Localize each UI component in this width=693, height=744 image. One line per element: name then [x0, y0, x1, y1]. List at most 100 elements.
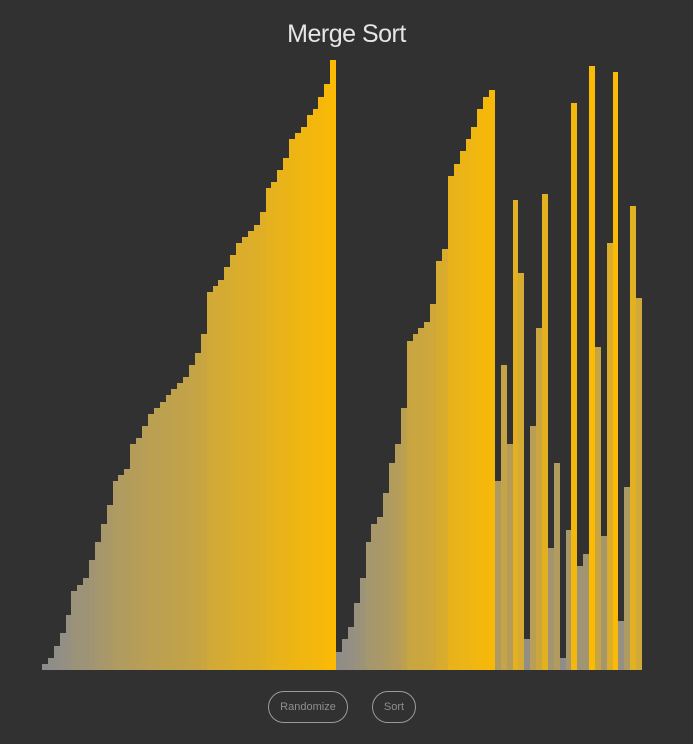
array-bar — [506, 444, 513, 670]
array-bar — [147, 414, 154, 670]
array-bar — [459, 151, 466, 670]
array-bar — [412, 334, 419, 670]
array-bar — [365, 542, 372, 670]
array-bar — [300, 127, 307, 670]
randomize-button[interactable]: Randomize — [268, 691, 348, 723]
array-bar — [83, 578, 90, 670]
array-bar — [442, 249, 448, 670]
array-bar — [600, 536, 607, 670]
array-bar — [130, 444, 137, 670]
array-bar — [583, 554, 590, 670]
array-bar — [118, 475, 125, 670]
array-bar — [306, 115, 313, 670]
array-bar — [618, 621, 625, 670]
array-bar — [71, 591, 78, 670]
array-bar — [612, 72, 619, 670]
array-bar — [359, 578, 366, 670]
array-bar — [259, 212, 266, 670]
array-bar — [271, 182, 278, 670]
array-bar — [330, 60, 337, 670]
array-bar — [553, 463, 560, 670]
array-bar — [218, 280, 225, 670]
array-bar — [247, 231, 254, 670]
array-bar — [536, 328, 542, 670]
array-bar — [577, 566, 584, 670]
array-bar — [389, 463, 395, 670]
array-bar — [312, 109, 319, 670]
array-bar — [371, 524, 378, 670]
array-bar — [418, 328, 425, 670]
array-bar — [430, 304, 437, 670]
array-bar — [471, 127, 478, 670]
array-bar — [89, 560, 95, 670]
array-bar — [200, 334, 207, 670]
array-bar — [42, 664, 48, 670]
array-bar — [112, 481, 119, 670]
array-bar — [630, 206, 637, 670]
array-bar — [59, 633, 66, 670]
array-bar — [324, 84, 331, 670]
array-bar — [342, 639, 348, 670]
array-bar — [377, 517, 384, 670]
array-bar — [559, 658, 566, 670]
sort-button[interactable]: Sort — [372, 691, 416, 723]
array-bar — [142, 426, 148, 670]
array-bar — [624, 487, 631, 670]
array-bar — [383, 493, 390, 670]
array-bar — [542, 194, 548, 670]
array-bar — [159, 402, 166, 670]
array-bar — [406, 341, 413, 670]
array-bar — [53, 646, 60, 670]
array-bar — [494, 481, 501, 670]
array-bar — [524, 639, 531, 670]
array-bar — [336, 652, 342, 670]
array-bar — [294, 133, 301, 670]
array-bar — [483, 97, 490, 670]
array-bar — [283, 158, 290, 670]
array-bar — [206, 292, 213, 670]
array-bar — [106, 505, 113, 670]
array-bar — [230, 255, 237, 670]
array-bar — [465, 139, 472, 670]
array-bar — [171, 389, 178, 670]
array-bar — [277, 170, 284, 670]
array-bar — [636, 298, 642, 670]
array-bar — [253, 225, 260, 670]
array-bar — [547, 548, 554, 670]
array-bar — [394, 444, 401, 670]
array-bar — [47, 658, 54, 670]
array-bar — [565, 530, 572, 670]
array-bar — [265, 188, 272, 670]
array-bar — [212, 286, 219, 670]
array-bar — [165, 395, 172, 670]
array-bar — [489, 90, 495, 670]
array-bar — [153, 408, 160, 670]
array-bar — [594, 347, 601, 670]
array-bar — [477, 109, 484, 670]
controls-bar: Randomize Sort — [0, 691, 693, 725]
array-bar — [589, 66, 595, 670]
array-bar — [189, 365, 195, 670]
array-bar — [606, 243, 613, 670]
array-bar — [447, 176, 454, 670]
array-bar — [436, 261, 442, 670]
array-bar — [400, 408, 407, 670]
array-bar — [512, 200, 519, 670]
array-bar — [77, 585, 84, 670]
array-bar — [518, 273, 525, 670]
array-bar — [289, 139, 295, 670]
array-bar — [530, 426, 537, 670]
array-bar — [424, 322, 431, 670]
array-bar — [500, 365, 507, 670]
sort-visualization — [42, 60, 642, 670]
array-bar — [571, 103, 578, 670]
array-bar — [224, 267, 231, 670]
array-bar — [100, 524, 107, 670]
array-bar — [353, 603, 360, 670]
array-bar — [124, 469, 131, 670]
array-bar — [453, 164, 460, 670]
array-bar — [65, 615, 72, 670]
array-bar — [177, 383, 184, 670]
array-bar — [318, 97, 325, 670]
array-bar — [347, 627, 354, 670]
